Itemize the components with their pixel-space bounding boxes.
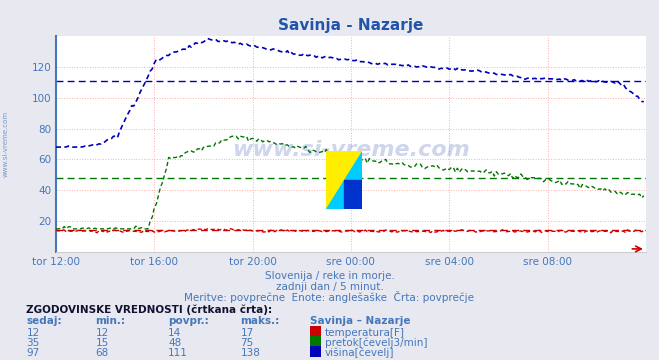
Text: višina[čevelj]: višina[čevelj] — [325, 347, 394, 358]
Text: 75: 75 — [241, 338, 254, 348]
Text: sedaj:: sedaj: — [26, 316, 62, 326]
Text: 138: 138 — [241, 348, 260, 358]
Text: 48: 48 — [168, 338, 181, 348]
Text: 15: 15 — [96, 338, 109, 348]
Text: povpr.:: povpr.: — [168, 316, 209, 326]
Text: ZGODOVINSKE VREDNOSTI (črtkana črta):: ZGODOVINSKE VREDNOSTI (črtkana črta): — [26, 305, 272, 315]
Polygon shape — [326, 151, 362, 209]
Text: 12: 12 — [26, 328, 40, 338]
Text: zadnji dan / 5 minut.: zadnji dan / 5 minut. — [275, 282, 384, 292]
Text: Meritve: povprečne  Enote: anglešaške  Črta: povprečje: Meritve: povprečne Enote: anglešaške Črt… — [185, 291, 474, 303]
Text: 97: 97 — [26, 348, 40, 358]
Text: Slovenija / reke in morje.: Slovenija / reke in morje. — [264, 271, 395, 281]
Text: www.si-vreme.com: www.si-vreme.com — [232, 140, 470, 161]
Text: min.:: min.: — [96, 316, 126, 326]
Text: temperatura[F]: temperatura[F] — [325, 328, 405, 338]
Text: 68: 68 — [96, 348, 109, 358]
Text: 35: 35 — [26, 338, 40, 348]
Text: Savinja – Nazarje: Savinja – Nazarje — [310, 316, 411, 326]
Title: Savinja - Nazarje: Savinja - Nazarje — [278, 18, 424, 33]
Text: www.si-vreme.com: www.si-vreme.com — [2, 111, 9, 177]
Text: pretok[čevelj3/min]: pretok[čevelj3/min] — [325, 337, 428, 348]
Text: 111: 111 — [168, 348, 188, 358]
Text: 12: 12 — [96, 328, 109, 338]
Text: 14: 14 — [168, 328, 181, 338]
Bar — [344, 180, 362, 209]
Text: maks.:: maks.: — [241, 316, 280, 326]
Text: 17: 17 — [241, 328, 254, 338]
Polygon shape — [326, 151, 362, 209]
